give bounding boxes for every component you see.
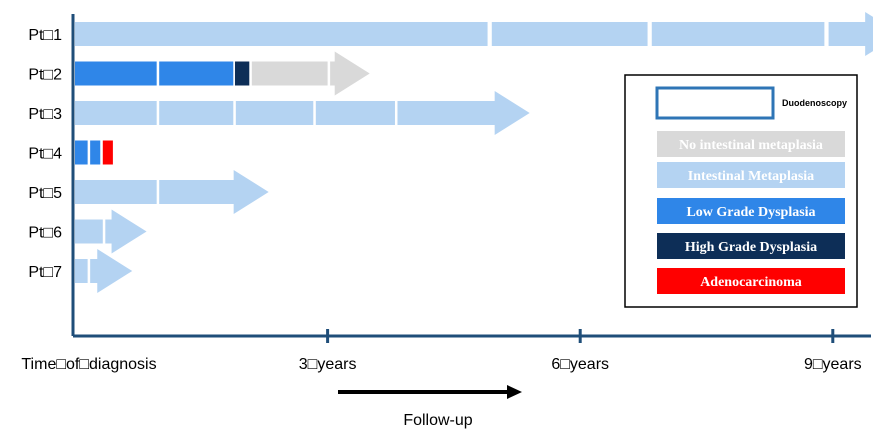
patient-label: Pt□5 bbox=[28, 185, 62, 202]
x-axis-tick-label: 3□years bbox=[299, 356, 357, 373]
patient-label: Pt□1 bbox=[28, 27, 62, 44]
legend-label-high-grade-dysplasia: High Grade Dysplasia bbox=[685, 240, 817, 255]
timeline-arrow-intestinal-metaplasia bbox=[397, 91, 530, 135]
legend: Duodenoscopy No intestinal metaplasia In… bbox=[624, 74, 858, 308]
timeline-segment-intestinal-metaplasia bbox=[159, 101, 234, 125]
timeline-segment-low-grade-dysplasia bbox=[90, 140, 101, 165]
timeline-segment-adenocarcinoma bbox=[102, 140, 113, 165]
legend-label-intestinal-metaplasia: Intestinal Metaplasia bbox=[688, 169, 814, 184]
timeline-arrow-no-intestinal-metaplasia bbox=[330, 51, 370, 96]
patient-label: Pt□4 bbox=[28, 146, 62, 163]
timeline-segment-intestinal-metaplasia bbox=[75, 22, 488, 46]
legend-swatch-high-grade-dysplasia bbox=[657, 233, 845, 259]
legend-swatch-adenocarcinoma bbox=[657, 268, 845, 294]
legend-label-duodenoscopy: Duodenoscopy bbox=[782, 98, 847, 108]
timeline-arrow-intestinal-metaplasia bbox=[828, 12, 873, 56]
patient-label: Pt□7 bbox=[28, 264, 62, 281]
follow-up-arrow bbox=[338, 385, 522, 399]
legend-label-low-grade-dysplasia: Low Grade Dysplasia bbox=[686, 205, 815, 220]
timeline-arrow-intestinal-metaplasia bbox=[105, 209, 147, 254]
legend-swatch-intestinal-metaplasia bbox=[657, 162, 845, 188]
timeline-segment-intestinal-metaplasia bbox=[235, 101, 314, 125]
timeline-segment-intestinal-metaplasia bbox=[75, 259, 88, 283]
timeline-segment-intestinal-metaplasia bbox=[651, 22, 825, 46]
x-axis-tick-label: 6□years bbox=[551, 356, 609, 373]
follow-up-label: Follow-up bbox=[403, 412, 472, 429]
timeline-segment-high-grade-dysplasia bbox=[234, 61, 250, 86]
timeline-arrow-intestinal-metaplasia bbox=[159, 170, 269, 214]
legend-label-adenocarcinoma: Adenocarcinoma bbox=[700, 275, 802, 290]
x-axis-ticks: Time□of□diagnosis 3□years 6□years 9□years bbox=[21, 329, 862, 373]
x-axis-tick-label: 9□years bbox=[804, 356, 862, 373]
timeline-segment-intestinal-metaplasia bbox=[491, 22, 648, 46]
legend-swatch-no-intestinal-metaplasia bbox=[657, 131, 845, 157]
x-axis-tick-label: Time□of□diagnosis bbox=[21, 356, 156, 373]
timeline-segment-intestinal-metaplasia bbox=[75, 219, 103, 244]
patient-label: Pt□2 bbox=[28, 67, 62, 84]
legend-label-no-intestinal-metaplasia: No intestinal metaplasia bbox=[679, 138, 823, 153]
legend-swatch-duodenoscopy bbox=[655, 86, 775, 120]
timeline-segment-intestinal-metaplasia bbox=[75, 180, 157, 204]
patient-label: Pt□3 bbox=[28, 106, 62, 123]
patient-label: Pt□6 bbox=[28, 225, 62, 242]
timeline-segment-low-grade-dysplasia bbox=[75, 61, 157, 86]
timeline-segment-no-intestinal-metaplasia bbox=[251, 61, 328, 86]
timeline-segment-intestinal-metaplasia bbox=[315, 101, 395, 125]
timeline-segment-low-grade-dysplasia bbox=[75, 140, 88, 165]
timeline-arrow-intestinal-metaplasia bbox=[90, 249, 133, 293]
timeline-segment-intestinal-metaplasia bbox=[75, 101, 157, 125]
legend-swatch-low-grade-dysplasia bbox=[657, 198, 845, 224]
patient-bars bbox=[75, 12, 873, 293]
patient-labels: Pt□1 Pt□2 Pt□3 Pt□4 Pt□5 Pt□6 Pt□7 bbox=[28, 27, 62, 281]
timeline-segment-low-grade-dysplasia bbox=[159, 61, 234, 86]
